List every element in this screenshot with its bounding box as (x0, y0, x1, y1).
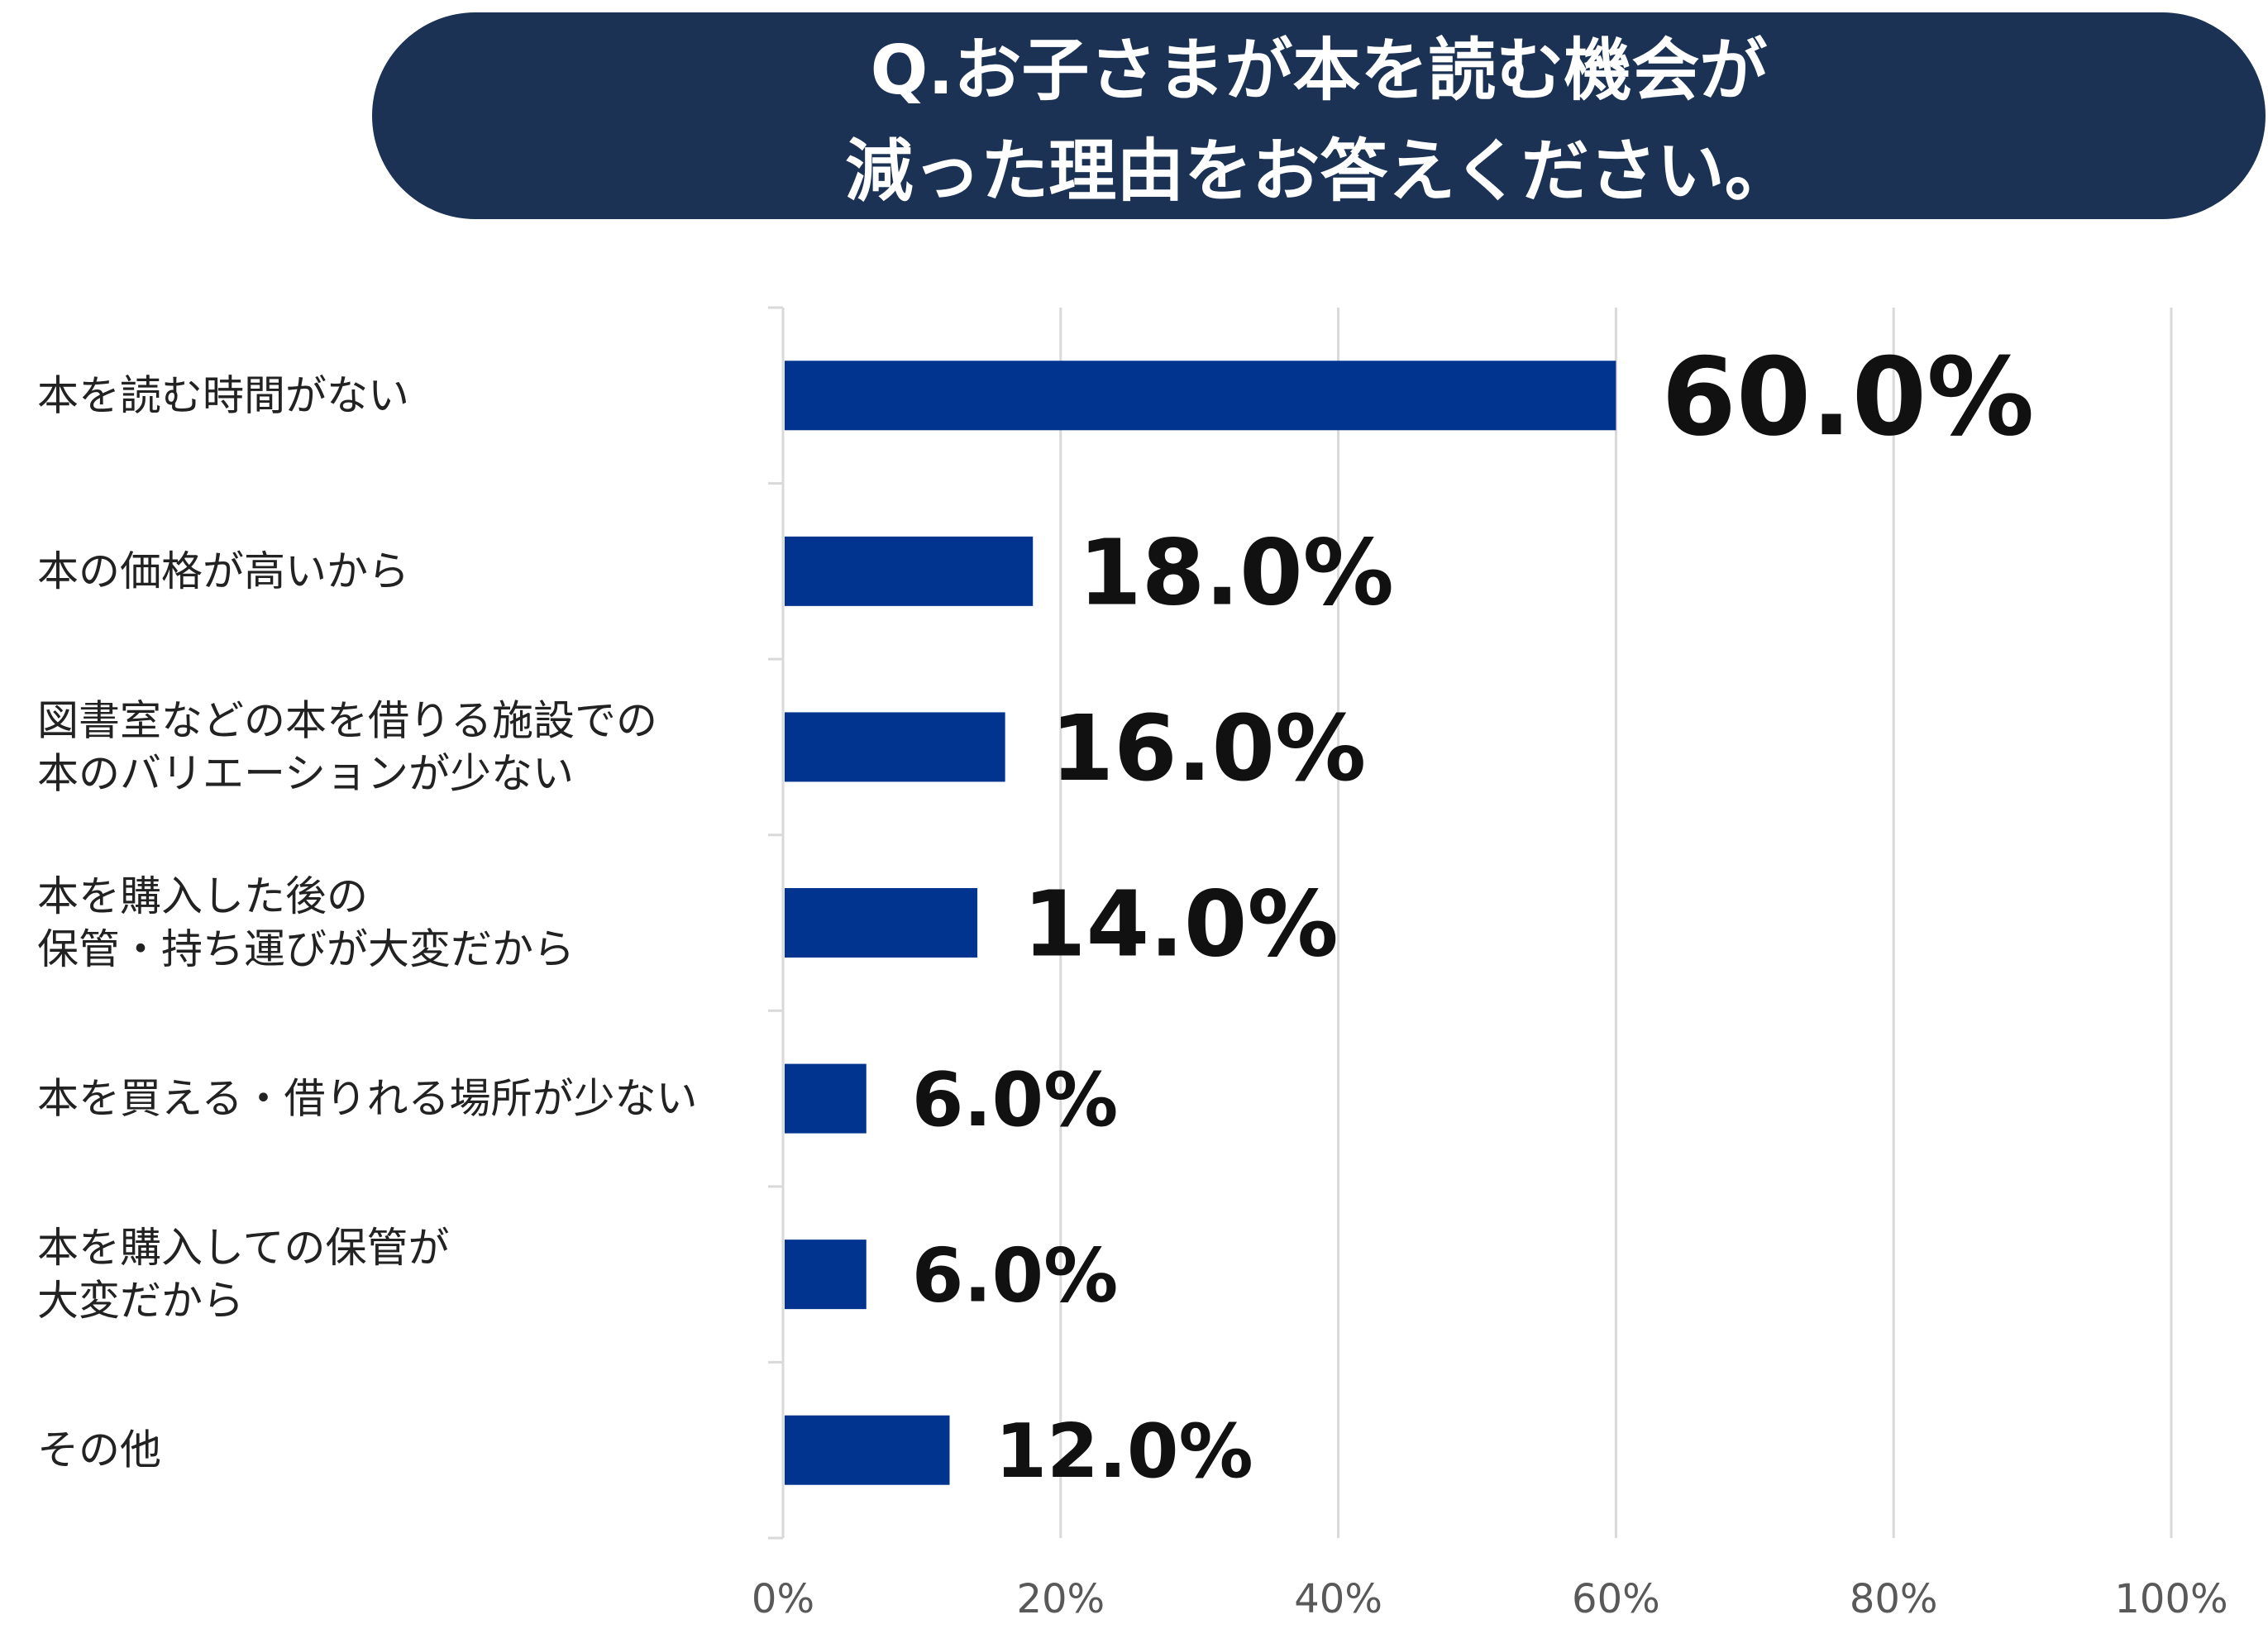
bar (785, 712, 1005, 782)
value-label: 18.0% (1078, 519, 1394, 625)
value-label: 60.0% (1661, 334, 2034, 460)
category-label: 保管・持ち運びが大変だから (37, 925, 575, 973)
category-label: 図書室などの本を借りる施設での (37, 696, 657, 744)
x-tick-label: 20% (1016, 1576, 1105, 1622)
category-label: 本を購入しての保管が (37, 1224, 450, 1272)
title-banner: Q.お子さまが本を読む機会が 減った理由をお答えください。 (372, 12, 2266, 219)
value-label: 6.0% (912, 1233, 1119, 1320)
category-label: 本を購入した後の (37, 872, 368, 920)
x-tick-label: 40% (1294, 1576, 1382, 1622)
category-label: 本を読む時間がない (37, 371, 409, 419)
bar (785, 1063, 867, 1134)
value-label: 16.0% (1051, 695, 1367, 801)
category-label: その他 (37, 1426, 161, 1474)
x-tick-label: 0% (752, 1576, 814, 1622)
category-label: 本のバリエーションが少ない (37, 749, 574, 797)
x-tick-label: 100% (2114, 1576, 2227, 1622)
bar (785, 1415, 950, 1485)
chart-title-line-1: Q.お子さまが本を読む機会が (870, 31, 1768, 110)
chart-title-line-2: 減った理由をお答えください。 (845, 132, 1793, 211)
bar (785, 888, 978, 958)
bar (785, 361, 1616, 431)
bar (785, 1240, 867, 1310)
value-label: 14.0% (1023, 872, 1339, 977)
value-label: 6.0% (912, 1057, 1119, 1144)
bar (785, 536, 1034, 606)
value-label: 12.0% (995, 1408, 1253, 1495)
category-label: 本の価格が高いから (37, 547, 409, 595)
x-tick-label: 60% (1572, 1576, 1660, 1622)
category-label: 本を買える・借りれる場所が少ない (37, 1075, 698, 1123)
x-tick-label: 80% (1850, 1576, 1938, 1622)
category-label: 大変だから (37, 1277, 244, 1325)
